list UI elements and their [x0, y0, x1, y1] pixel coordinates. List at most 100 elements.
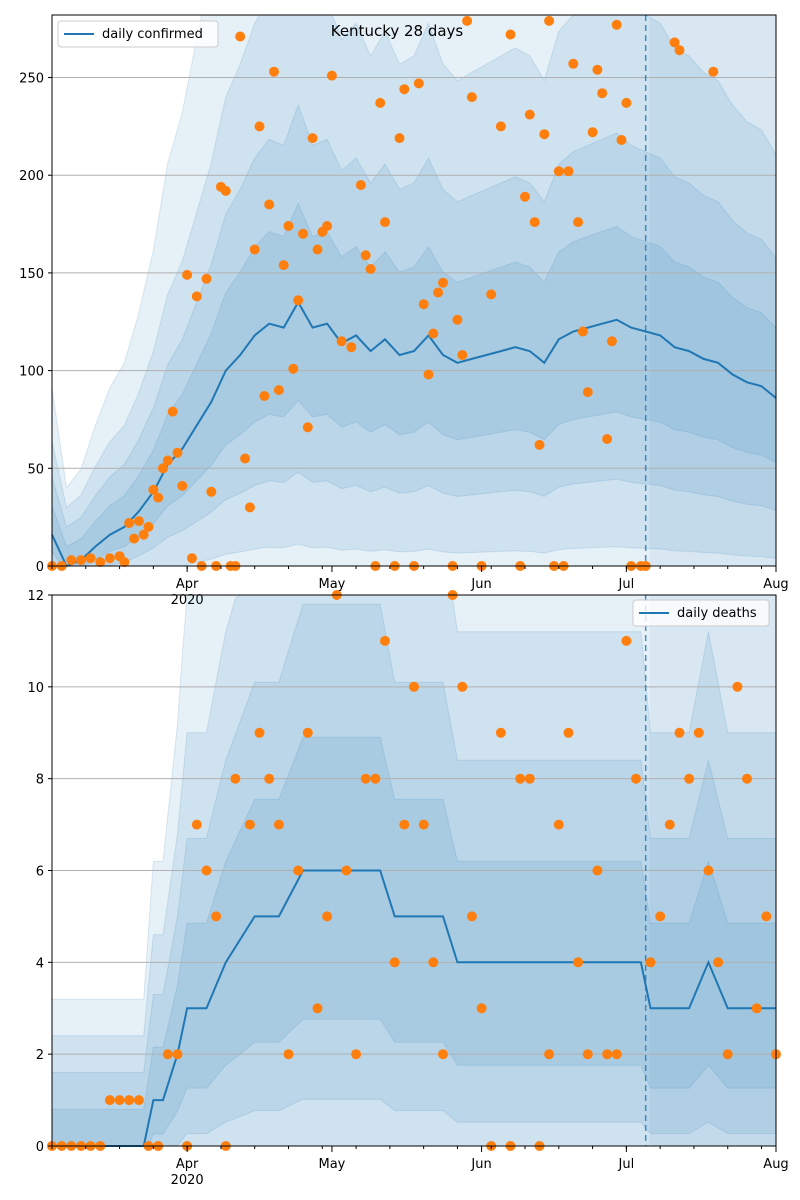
observed-point: [524, 773, 535, 784]
observed-point: [249, 244, 260, 255]
observed-point: [389, 957, 400, 968]
observed-point: [399, 84, 410, 95]
legend-box: [632, 599, 770, 627]
observed-point: [66, 555, 77, 566]
deaths-marks: [47, 590, 781, 1151]
observed-point: [669, 37, 680, 48]
observed-point: [674, 45, 685, 56]
observed-point: [283, 1049, 294, 1060]
observed-point: [158, 463, 168, 474]
observed-point: [312, 244, 323, 255]
observed-point: [346, 342, 357, 353]
observed-point: [114, 1095, 125, 1106]
x-tick-label: 2020: [171, 1173, 204, 1188]
observed-point: [582, 1049, 593, 1060]
observed-point: [592, 865, 603, 876]
observed-point: [235, 31, 246, 42]
observed-point: [302, 727, 313, 738]
observed-point: [621, 635, 632, 646]
observed-point: [457, 350, 468, 360]
observed-point: [534, 439, 545, 450]
observed-point: [539, 129, 550, 140]
observed-point: [621, 97, 632, 108]
observed-point: [573, 217, 584, 228]
observed-point: [577, 326, 588, 337]
observed-point: [273, 819, 284, 830]
observed-point: [544, 1049, 555, 1060]
observed-point: [602, 1049, 613, 1060]
observed-point: [211, 911, 222, 922]
observed-point: [452, 314, 463, 325]
observed-point: [336, 336, 347, 347]
observed-point: [133, 516, 144, 527]
observed-point: [655, 911, 666, 922]
observed-point: [167, 406, 178, 417]
observed-point: [312, 1003, 323, 1014]
observed-point: [322, 911, 333, 922]
observed-point: [495, 727, 506, 738]
observed-point: [322, 221, 333, 231]
observed-point: [370, 773, 381, 784]
observed-point: [423, 369, 434, 380]
observed-point: [751, 1003, 762, 1014]
observed-point: [220, 185, 231, 196]
observed-point: [104, 1095, 115, 1106]
observed-point: [563, 727, 574, 738]
observed-point: [553, 166, 564, 177]
observed-point: [563, 166, 574, 177]
observed-point: [326, 70, 337, 81]
observed-point: [162, 455, 173, 466]
observed-point: [703, 865, 714, 876]
observed-point: [187, 553, 197, 564]
legend-box: [57, 20, 219, 48]
observed-point: [182, 269, 193, 280]
observed-point: [375, 97, 386, 108]
observed-point: [240, 453, 251, 464]
x-tick-label: Jun: [470, 577, 491, 592]
observed-point: [606, 336, 617, 347]
observed-point: [104, 553, 115, 564]
observed-point: [269, 66, 279, 77]
forecast-region: [649, 15, 776, 566]
observed-point: [124, 518, 135, 528]
observed-point: [462, 15, 473, 26]
observed-point: [307, 133, 318, 144]
observed-point: [438, 277, 448, 288]
y-tick-label: 12: [27, 589, 44, 604]
observed-point: [486, 289, 497, 300]
y-tick-label: 50: [27, 462, 44, 477]
observed-point: [143, 521, 154, 532]
observed-point: [631, 773, 641, 784]
figure-title: Kentucky 28 days: [331, 22, 464, 40]
observed-point: [713, 957, 724, 968]
observed-point: [172, 447, 183, 458]
observed-point: [254, 727, 265, 738]
observed-point: [293, 865, 304, 876]
observed-point: [244, 502, 255, 513]
observed-point: [351, 1049, 362, 1060]
observed-point: [95, 557, 106, 568]
confirmed-marks: [47, 15, 777, 571]
x-tick-label: Jul: [618, 1157, 635, 1172]
observed-point: [645, 957, 656, 968]
observed-point: [418, 819, 429, 830]
observed-point: [611, 1049, 622, 1060]
observed-point: [428, 328, 439, 339]
observed-point: [466, 911, 477, 922]
x-tick-label: Aug: [763, 1157, 788, 1172]
deaths-legend: daily deaths: [632, 599, 770, 627]
x-tick-label: Jul: [618, 577, 635, 592]
observed-point: [433, 287, 444, 298]
observed-point: [616, 135, 627, 145]
observed-point: [732, 681, 743, 692]
observed-point: [124, 1095, 135, 1106]
observed-point: [438, 1049, 448, 1060]
observed-point: [380, 217, 390, 228]
observed-point: [476, 1003, 487, 1014]
observed-point: [360, 250, 371, 261]
observed-point: [302, 422, 313, 433]
observed-point: [399, 819, 410, 830]
observed-point: [273, 385, 284, 396]
observed-point: [119, 557, 130, 568]
